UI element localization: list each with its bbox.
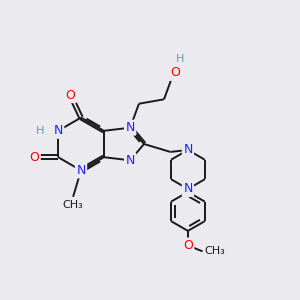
Text: O: O bbox=[183, 239, 193, 252]
Text: H: H bbox=[35, 126, 44, 136]
Text: N: N bbox=[183, 182, 193, 196]
Text: N: N bbox=[76, 164, 86, 177]
Text: N: N bbox=[125, 154, 135, 167]
Text: N: N bbox=[125, 121, 135, 134]
Text: N: N bbox=[53, 124, 63, 137]
Text: N: N bbox=[183, 143, 193, 157]
Text: O: O bbox=[65, 89, 75, 102]
Text: CH₃: CH₃ bbox=[204, 246, 225, 256]
Text: CH₃: CH₃ bbox=[63, 200, 83, 210]
Text: O: O bbox=[29, 151, 39, 164]
Text: H: H bbox=[176, 54, 184, 64]
Text: O: O bbox=[170, 66, 180, 80]
